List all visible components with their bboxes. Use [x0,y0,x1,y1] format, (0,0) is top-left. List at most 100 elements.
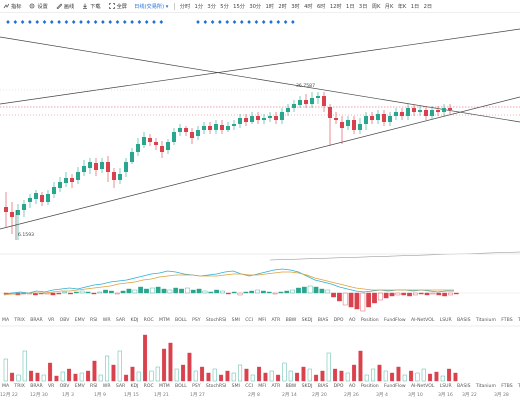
period-option[interactable]: 周K [371,3,381,10]
indicator-tab[interactable]: KDJ [130,318,139,323]
indicator-tab[interactable]: DPO [333,318,344,323]
volume-bar-down [320,370,325,382]
indicator-tab[interactable]: MA [2,384,10,389]
indicator-tab[interactable]: BBW [285,318,297,323]
period-option[interactable]: 1时 [265,3,275,10]
period-option[interactable]: 1日 [346,3,355,10]
indicator-tab[interactable]: OBV [59,318,70,323]
period-option[interactable]: 2日 [423,3,433,10]
indicator-tab[interactable]: FundFlow [384,318,406,323]
indicator-tab[interactable]: FTBS [501,384,513,389]
indicator-tab[interactable]: Position [360,318,379,323]
period-option[interactable]: 5分 [220,3,229,10]
indicator-tab[interactable]: SMI [231,384,240,389]
indicator-tab[interactable]: VR [48,384,55,389]
indicator-tab[interactable]: RSI [90,318,98,323]
candle-down [322,96,326,106]
indicator-tab[interactable]: LSUR [439,318,452,323]
period-option[interactable]: 3分 [207,3,216,10]
indicator-tab[interactable]: ATR [271,384,281,389]
period-option[interactable]: 30分 [249,3,262,10]
indicator-tab[interactable]: SMI [231,318,240,323]
period-option[interactable]: 12时 [329,3,342,10]
period-option[interactable]: 4时 [304,3,313,10]
indicator-tab[interactable]: BBW [285,384,297,389]
period-option[interactable]: 1日 [410,3,420,10]
indicator-tab[interactable]: MFI [258,384,267,389]
indicator-tab[interactable]: BIAS [317,384,329,389]
indicator-tab[interactable]: AO [348,384,356,389]
indicator-tab[interactable]: BRAR [30,318,43,323]
toolbar-settings-button[interactable]: 设置 [29,3,48,10]
indicator-tab[interactable]: BOLL [175,318,187,323]
indicator-tab[interactable]: AO [348,318,356,323]
indicator-tab[interactable]: PSY [192,384,201,389]
indicator-tab[interactable]: MFI [258,318,267,323]
trading-chart[interactable] [0,12,520,391]
indicator-tab[interactable]: Titanium [475,384,496,389]
period-option[interactable]: 3日 [358,3,368,10]
period-option[interactable]: 3时 [291,3,300,10]
toolbar-fullscreen-button[interactable]: 全屏 [108,3,127,10]
volume-bar-down [10,372,15,382]
period-option[interactable]: 1分 [194,3,204,10]
indicator-tab[interactable]: DPO [333,384,344,389]
period-option[interactable]: 6时 [317,3,326,10]
indicator-tab[interactable]: EMV [74,318,85,323]
indicator-tab[interactable]: SAR [115,384,126,389]
indicator-tab[interactable]: PSY [192,318,201,323]
period-option[interactable]: 月K [384,3,394,10]
indicator-tab[interactable]: FundFlow [384,384,406,389]
indicator-tab[interactable]: WR [102,318,111,323]
indicator-tab[interactable]: BASIS [457,318,471,323]
indicator-tab[interactable]: MTM [158,318,170,323]
indicator-tab[interactable]: FTBS [501,318,513,323]
indicator-tab[interactable]: VR [48,318,55,323]
indicator-tab[interactable]: ROC [143,318,154,323]
indicator-tab[interactable]: TTSI [517,384,520,389]
indicator-tab[interactable]: LSUR [439,384,452,389]
indicator-tab[interactable]: BRAR [30,384,43,389]
toolbar-download-button[interactable]: 下载 [82,3,101,10]
indicator-tab[interactable]: CCI [245,384,253,389]
indicator-tab[interactable]: ROC [143,384,154,389]
indicator-tab[interactable]: KDJ [130,384,139,389]
volume-bar-down [409,370,414,382]
indicator-tab[interactable]: MTM [158,384,170,389]
indicator-tab[interactable]: TTSI [517,318,520,323]
indicator-tab[interactable]: BIAS [317,318,329,323]
macd-histogram-bar-negative [448,292,453,296]
indicator-tab[interactable]: TRIX [14,318,25,323]
period-option[interactable]: 2时 [278,3,287,10]
indicator-tab[interactable]: StochRSI [205,318,227,323]
period-option[interactable]: 15分 [233,3,245,10]
indicator-tab[interactable]: StochRSI [205,384,227,389]
indicator-tab[interactable]: MA [2,318,10,323]
indicator-tab[interactable]: OBV [59,384,70,389]
indicator-tab[interactable]: TRIX [14,384,25,389]
indicator-tab[interactable]: AI-NetVOL [410,318,435,323]
indicator-tab[interactable]: BASIS [457,384,471,389]
indicator-tab[interactable]: SKDJ [301,318,313,323]
indicator-tab[interactable]: RSI [90,384,98,389]
indicator-tab[interactable]: Position [360,384,379,389]
indicator-tab[interactable]: ATR [271,318,281,323]
indicator-tab[interactable]: SAR [115,318,126,323]
indicator-tab[interactable]: Titanium [475,318,496,323]
macd-histogram-bar-positive [138,286,144,294]
period-option[interactable]: 年K [397,3,407,10]
interval-selector[interactable]: 日线(交易所) ▾ [134,3,169,10]
toolbar-pencil-button[interactable]: 画线 [56,3,74,10]
indicator-tab[interactable]: BOLL [175,384,187,389]
indicator-tab[interactable]: AI-NetVOL [410,384,435,389]
period-option[interactable]: 分时 [179,3,191,10]
indicator-tab[interactable]: WR [102,384,111,389]
toolbar-indicator-button[interactable]: 指标 [3,3,21,10]
indicator-tab[interactable]: SKDJ [301,384,313,389]
volume-bar-up [231,372,236,382]
candle-down [160,146,164,152]
signal-diamond-marker [232,20,237,24]
indicator-tab[interactable]: CCI [245,318,253,323]
indicator-tab[interactable]: EMV [74,384,85,389]
candle-down [112,172,116,180]
